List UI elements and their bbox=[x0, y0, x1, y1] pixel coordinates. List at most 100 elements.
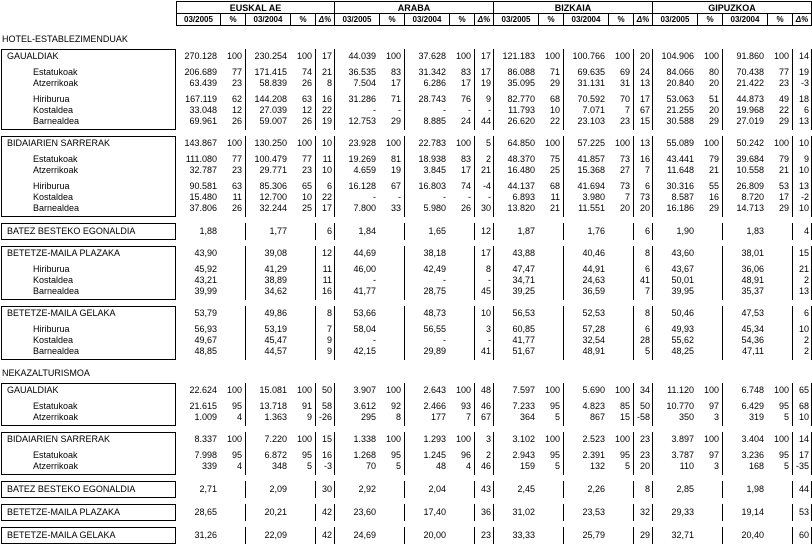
cell: - bbox=[488, 192, 491, 202]
cell: 48,85 bbox=[194, 346, 217, 356]
column-divider bbox=[334, 527, 335, 544]
group-label-box bbox=[1, 136, 176, 217]
column-divider bbox=[245, 49, 246, 130]
cell: 39,95 bbox=[671, 286, 694, 296]
cell: 18 bbox=[798, 94, 809, 104]
cell: 1,83 bbox=[746, 226, 764, 236]
cell: 27.039 bbox=[259, 105, 287, 115]
cell: 4.659 bbox=[353, 165, 376, 175]
cell: 9 bbox=[326, 335, 332, 345]
cell: 6 bbox=[644, 324, 650, 334]
column-divider bbox=[245, 527, 246, 544]
cell: 23 bbox=[231, 165, 242, 175]
cell: 26 bbox=[231, 116, 242, 126]
cell: 60 bbox=[798, 530, 809, 540]
cell: 83 bbox=[460, 67, 471, 77]
cell: 36 bbox=[480, 507, 491, 517]
subcolumn-header: 03/2005 bbox=[176, 13, 221, 26]
column-divider bbox=[563, 223, 564, 240]
column-divider bbox=[245, 136, 246, 217]
cell: 1,98 bbox=[746, 484, 764, 494]
column-divider bbox=[315, 49, 316, 130]
cell bbox=[698, 346, 723, 357]
cell: 69 bbox=[619, 67, 630, 77]
cell: 20,40 bbox=[741, 530, 764, 540]
cell: 12 bbox=[231, 105, 242, 115]
column-divider bbox=[474, 246, 475, 300]
cell: 12 bbox=[321, 248, 332, 258]
column-divider bbox=[334, 432, 335, 475]
cell: 13 bbox=[798, 116, 809, 126]
cell: 26.620 bbox=[507, 116, 535, 126]
column-divider bbox=[652, 49, 653, 130]
cell bbox=[609, 264, 634, 275]
cell: 58 bbox=[321, 401, 332, 411]
cell: 2 bbox=[485, 450, 491, 460]
cell: 16 bbox=[708, 192, 719, 202]
cell: 58.839 bbox=[259, 78, 287, 88]
cell bbox=[291, 530, 316, 541]
cell: 85 bbox=[619, 401, 630, 411]
row-label: Atzerrikoak bbox=[33, 412, 79, 422]
cell: 50,01 bbox=[671, 275, 694, 285]
column-divider bbox=[652, 223, 653, 240]
cell bbox=[450, 264, 475, 275]
cell: 39,99 bbox=[194, 286, 217, 296]
cell: 7 bbox=[644, 286, 650, 296]
cell: 3 bbox=[485, 324, 491, 334]
cell: 7.504 bbox=[353, 78, 376, 88]
cell: 27 bbox=[619, 165, 630, 175]
table-row: Hiriburua 90.581 63 85.306 65 6 16.128 67 16.803… bbox=[0, 181, 812, 192]
cell: 100 bbox=[455, 138, 471, 148]
cell bbox=[768, 507, 793, 518]
subcolumn-header: Δ% bbox=[316, 13, 335, 26]
cell: 48,91 bbox=[582, 346, 605, 356]
cell: 50.242 bbox=[736, 138, 764, 148]
column-divider bbox=[245, 223, 246, 240]
column-divider bbox=[722, 246, 723, 300]
column-divider bbox=[334, 246, 335, 300]
cell: 21.422 bbox=[736, 78, 764, 88]
cell: 8 bbox=[644, 248, 650, 258]
cell: 19 bbox=[321, 116, 332, 126]
cell: 100 bbox=[226, 51, 242, 61]
cell: 21 bbox=[321, 67, 332, 77]
cell: 100 bbox=[296, 51, 312, 61]
column-divider bbox=[493, 306, 494, 360]
cell: 23 bbox=[639, 450, 650, 460]
cell: 3.980 bbox=[582, 192, 605, 202]
cell: 42,49 bbox=[423, 264, 446, 274]
cell: 100 bbox=[614, 51, 630, 61]
cell: 48 bbox=[480, 385, 491, 395]
table-row: Kostaldea 15.480 11 12.700 10 22 - - - - - 6.893 11 3… bbox=[0, 192, 812, 203]
cell: 95 bbox=[301, 450, 312, 460]
cell bbox=[221, 308, 246, 319]
column-divider bbox=[474, 136, 475, 217]
cell: 2.466 bbox=[423, 401, 446, 411]
cell bbox=[380, 335, 405, 346]
cell: 29 bbox=[390, 116, 401, 126]
column-divider bbox=[404, 527, 405, 544]
cell: 13.820 bbox=[507, 203, 535, 213]
cell: 50 bbox=[321, 385, 332, 395]
cell: 27.019 bbox=[736, 116, 764, 126]
cell: 8.587 bbox=[671, 192, 694, 202]
cell bbox=[698, 507, 723, 518]
cell: 10 bbox=[798, 165, 809, 175]
cell: 22 bbox=[549, 116, 560, 126]
cell: 36,59 bbox=[582, 286, 605, 296]
row-label: BATEZ BESTEKO EGONALDIA bbox=[7, 484, 136, 494]
cell: 100 bbox=[226, 385, 242, 395]
cell: 21 bbox=[778, 165, 789, 175]
cell: 92 bbox=[390, 401, 401, 411]
cell: 53 bbox=[798, 507, 809, 517]
cell: 55 bbox=[708, 181, 719, 191]
group-label-box bbox=[1, 49, 176, 130]
cell: 6 bbox=[644, 264, 650, 274]
cell: 100 bbox=[296, 434, 312, 444]
cell: -3 bbox=[800, 78, 809, 88]
cell: 48,91 bbox=[741, 275, 764, 285]
cell: 19 bbox=[390, 165, 401, 175]
cell: 4 bbox=[236, 412, 242, 422]
